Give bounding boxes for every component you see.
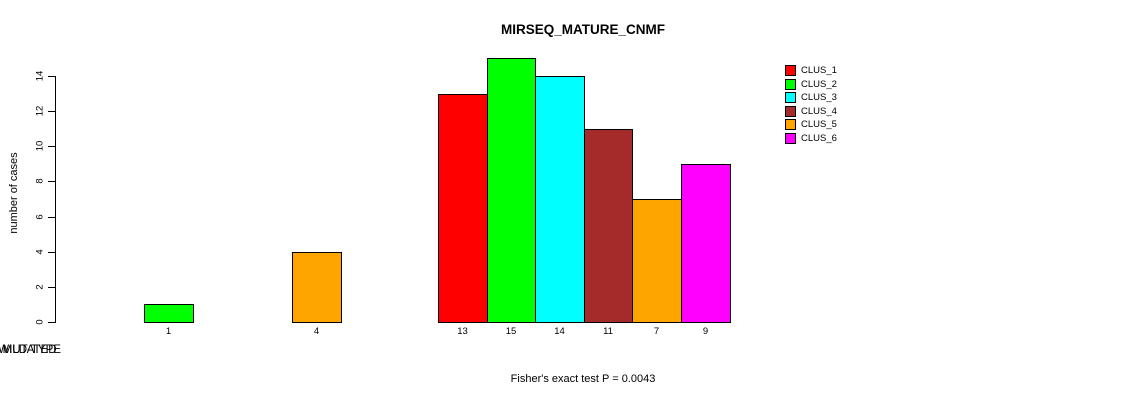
legend-item: CLUS_2 [785,78,837,91]
legend-item: CLUS_1 [785,64,837,77]
y-tick [48,252,55,253]
y-tick [48,111,55,112]
y-tick [48,76,55,77]
legend-item: CLUS_6 [785,132,837,145]
y-tick [48,146,55,147]
legend-item: CLUS_5 [785,118,837,131]
y-tick [48,181,55,182]
legend-swatch [785,105,796,117]
y-tick [48,217,55,218]
y-tick-label: 14 [34,70,46,82]
fisher-test-annotation: Fisher's exact test P = 0.0043 [510,373,656,385]
chart-title: MIRSEQ_MATURE_CNMF [500,22,666,37]
bar-label: 13 [457,326,468,337]
legend-item: CLUS_3 [785,91,837,104]
bar [681,164,731,323]
y-axis-label: number of cases [8,152,20,234]
bar [438,94,488,323]
legend-label: CLUS_2 [801,78,837,90]
y-tick-label: 2 [34,284,46,290]
y-tick [48,287,55,288]
legend-swatch [785,78,796,90]
legend-label: CLUS_1 [801,65,837,76]
legend-swatch [785,65,796,76]
legend-item: CLUS_4 [785,105,837,118]
y-axis-line [55,76,56,323]
legend-label: CLUS_4 [801,105,837,117]
legend-label: CLUS_5 [801,119,837,131]
y-tick-label: 10 [34,140,46,152]
bar [292,252,342,323]
bar-label: 7 [653,326,660,337]
bar [535,76,585,323]
legend-label: CLUS_6 [801,133,837,144]
bar-label: 15 [505,326,517,337]
bar-label: 14 [554,326,565,337]
bar-label: 9 [702,326,709,337]
bar [632,199,682,323]
x-axis-title: ATP6V1B1 MUTATED [0,344,57,356]
y-tick-label: 8 [34,178,46,184]
y-tick-label: 4 [34,249,46,255]
bar [487,58,536,323]
y-tick-label: 6 [34,214,46,220]
legend-swatch [785,133,796,144]
bar-label: 11 [603,326,613,337]
bar [584,129,633,323]
legend-swatch [785,92,796,104]
bar-label: 1 [165,326,172,337]
bar [144,304,194,323]
legend-swatch [785,119,796,131]
legend-label: CLUS_3 [801,92,837,104]
bar-label: 4 [313,326,320,337]
y-tick-label: 12 [34,105,46,117]
x-axis-title: ATP6V1B1 WILD-TYPE [0,344,61,356]
y-tick [48,322,55,323]
y-tick-label: 0 [34,319,46,325]
